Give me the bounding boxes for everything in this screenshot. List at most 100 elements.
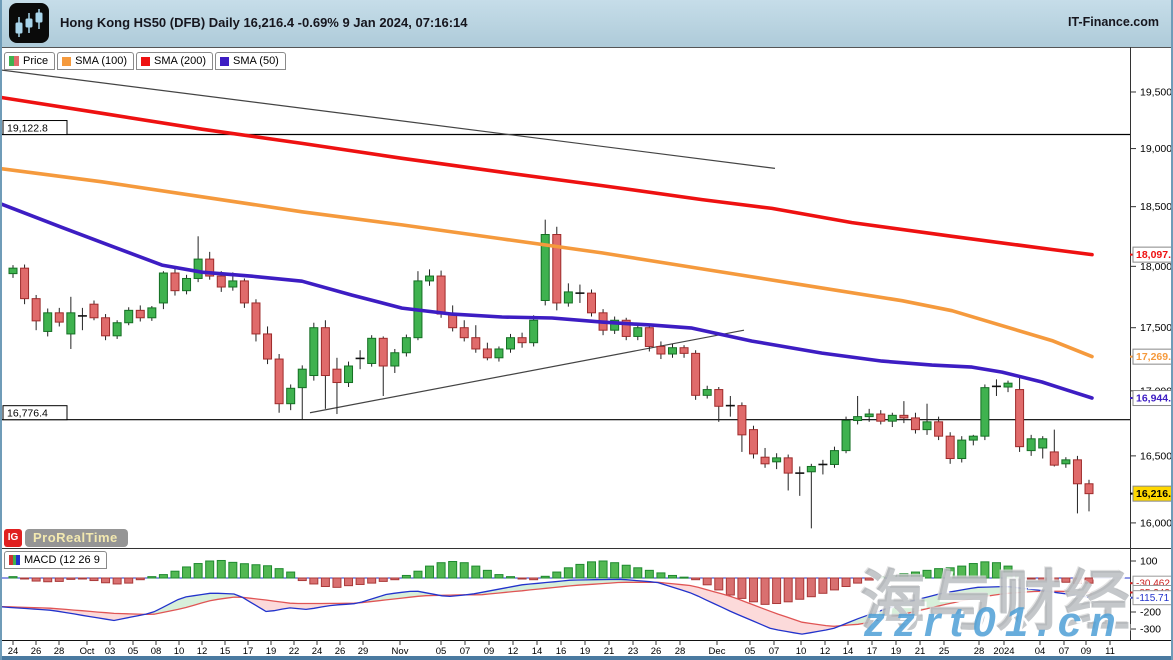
candle[interactable] <box>922 421 932 431</box>
sma-line[interactable] <box>2 202 1094 400</box>
candle[interactable] <box>297 368 307 389</box>
candle[interactable] <box>829 450 839 465</box>
macd-fill <box>792 618 802 635</box>
candle[interactable] <box>89 303 99 319</box>
candle[interactable] <box>367 337 377 364</box>
candle[interactable] <box>390 352 400 367</box>
candle[interactable] <box>425 275 435 282</box>
candle[interactable] <box>20 267 30 300</box>
candle[interactable] <box>158 272 168 304</box>
candle[interactable] <box>228 280 238 288</box>
candle[interactable] <box>459 327 469 339</box>
trendline[interactable] <box>309 329 745 414</box>
candle[interactable] <box>66 312 76 335</box>
candle[interactable] <box>621 319 631 337</box>
candle[interactable] <box>274 358 284 405</box>
candle[interactable] <box>899 414 909 419</box>
candle[interactable] <box>506 337 516 350</box>
candle[interactable] <box>286 387 296 405</box>
candle[interactable] <box>1015 389 1025 448</box>
macd-histogram-bar <box>575 563 585 579</box>
macd-histogram-bar <box>297 577 307 582</box>
candle[interactable] <box>135 309 145 319</box>
candle[interactable] <box>667 347 677 355</box>
candle[interactable] <box>737 405 747 436</box>
candle[interactable] <box>633 327 643 337</box>
candle[interactable] <box>378 337 388 367</box>
candle[interactable] <box>587 292 596 314</box>
candle[interactable] <box>43 312 53 332</box>
candle[interactable] <box>112 322 122 337</box>
candle[interactable] <box>436 275 446 315</box>
candle[interactable] <box>679 347 689 354</box>
candle[interactable] <box>980 387 990 437</box>
candle[interactable] <box>494 348 504 359</box>
candle[interactable] <box>54 312 64 323</box>
candle[interactable] <box>783 457 793 474</box>
candle[interactable] <box>610 319 620 331</box>
trendline[interactable] <box>2 69 776 169</box>
sma-line[interactable] <box>2 167 1094 359</box>
candle[interactable] <box>806 465 816 473</box>
candle[interactable] <box>147 307 157 319</box>
candle[interactable] <box>517 337 527 344</box>
candle[interactable] <box>1026 438 1036 452</box>
candle[interactable] <box>1072 459 1082 485</box>
candle[interactable] <box>471 337 481 350</box>
candle[interactable] <box>957 439 967 460</box>
candle[interactable] <box>691 352 701 396</box>
candle[interactable] <box>1003 382 1013 388</box>
candle[interactable] <box>1061 459 1071 465</box>
tab-sma50[interactable]: SMA (50) <box>215 52 286 70</box>
candle[interactable] <box>876 413 886 422</box>
candle[interactable] <box>482 348 492 359</box>
candle[interactable] <box>841 420 851 452</box>
candle[interactable] <box>887 414 897 422</box>
candle[interactable] <box>529 319 539 344</box>
candle[interactable] <box>656 345 666 355</box>
candle[interactable] <box>644 327 654 347</box>
candle[interactable] <box>1049 451 1059 466</box>
candle[interactable] <box>239 280 249 304</box>
candle[interactable] <box>8 267 18 275</box>
candle[interactable] <box>748 429 758 455</box>
candle[interactable] <box>170 272 180 292</box>
candle[interactable] <box>552 234 562 304</box>
candle[interactable] <box>205 258 215 277</box>
candle[interactable] <box>124 309 134 324</box>
candle[interactable] <box>968 435 978 441</box>
tab-macd[interactable]: MACD (12 26 9 <box>4 551 107 569</box>
candle[interactable] <box>332 368 342 384</box>
macd-tick-label: -200 <box>1140 607 1161 619</box>
candle[interactable] <box>540 234 550 301</box>
candle[interactable] <box>702 389 712 396</box>
tab-price[interactable]: Price <box>4 52 56 70</box>
candle[interactable] <box>344 365 354 384</box>
candle[interactable] <box>772 457 782 463</box>
candle[interactable] <box>182 277 192 292</box>
candle[interactable] <box>934 421 944 437</box>
candle[interactable] <box>309 327 319 377</box>
macd-histogram-bar <box>829 577 839 591</box>
candle[interactable] <box>563 291 573 304</box>
candle[interactable] <box>760 456 770 465</box>
candle[interactable] <box>714 389 724 407</box>
candle[interactable] <box>193 258 203 279</box>
candle[interactable] <box>864 413 874 418</box>
candle[interactable] <box>216 275 226 288</box>
candle[interactable] <box>945 435 955 460</box>
tab-sma100[interactable]: SMA (100) <box>57 52 135 70</box>
candle[interactable] <box>1084 483 1094 495</box>
sma-line[interactable] <box>2 95 1094 257</box>
candle[interactable] <box>853 416 863 422</box>
candle[interactable] <box>251 302 261 335</box>
candle[interactable] <box>1038 438 1048 449</box>
candle[interactable] <box>31 298 41 322</box>
candle[interactable] <box>910 417 920 431</box>
candle[interactable] <box>320 327 330 377</box>
candle[interactable] <box>401 337 411 354</box>
tab-sma200[interactable]: SMA (200) <box>136 52 213 70</box>
candle[interactable] <box>101 317 111 337</box>
candle[interactable] <box>263 333 273 360</box>
